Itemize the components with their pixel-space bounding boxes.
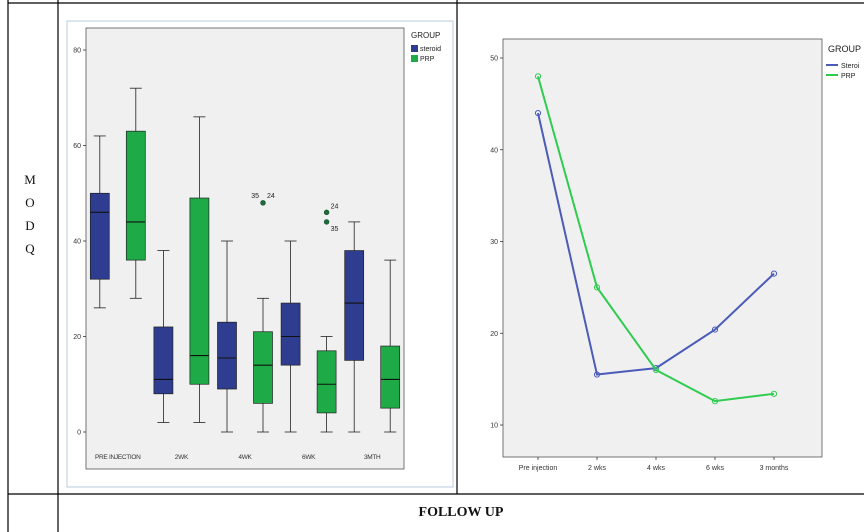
x-tick-label: 6 wks xyxy=(706,465,724,472)
y-tick-label: 80 xyxy=(73,48,81,55)
box-3mth-prp xyxy=(380,259,401,433)
series-point-steroi xyxy=(770,270,778,277)
x-tick-label: 4WK xyxy=(238,454,252,461)
box-iqr xyxy=(125,130,146,261)
box-6wk-prp xyxy=(316,336,337,433)
box-iqr xyxy=(217,321,237,390)
box-legend-label-steroid: steroid xyxy=(420,46,441,53)
box-plot-legend: GROUP steroid PRP xyxy=(411,31,441,63)
box-iqr xyxy=(189,197,210,385)
y-tick-label: 60 xyxy=(73,143,81,150)
row-label-letter: Q xyxy=(25,241,35,256)
x-tick-label: 2WK xyxy=(175,454,189,461)
box-2wk-prp xyxy=(189,116,210,423)
box-legend-title: GROUP xyxy=(411,31,440,40)
series-point-steroi xyxy=(593,371,601,378)
follow-up-label: FOLLOW UP xyxy=(418,505,504,520)
box-legend-swatch-prp xyxy=(411,55,418,62)
line-chart-legend: GROUP Steroi PRP xyxy=(826,44,861,80)
box-iqr xyxy=(153,326,174,395)
row-label-letter: M xyxy=(24,172,36,187)
series-point-prp xyxy=(770,390,778,397)
x-tick-label: 3MTH xyxy=(364,454,381,461)
box-4wk-steroid xyxy=(217,240,237,433)
x-tick-label: 4 wks xyxy=(647,465,665,472)
box-4wk-prp xyxy=(253,297,273,433)
series-line-prp xyxy=(537,76,775,403)
outlier-label: 35 xyxy=(331,226,339,233)
y-tick-label: 40 xyxy=(490,147,498,154)
line-legend-label-prp: PRP xyxy=(841,73,856,80)
series-point-prp xyxy=(593,284,601,291)
series-point-steroi xyxy=(711,326,719,333)
box-6wk-steroid xyxy=(280,240,301,433)
box-iqr xyxy=(316,350,337,414)
series-line-steroi xyxy=(537,112,775,376)
line-plot-area xyxy=(502,38,823,458)
line-chart: 10 20 30 40 50 Pre injection 2 wks 4 wks 6 wks 3 … xyxy=(490,38,861,472)
row-label-modq: M O D Q xyxy=(14,168,46,260)
y-tick-label: 20 xyxy=(73,334,81,341)
y-tick-label: 30 xyxy=(490,239,498,246)
line-legend-label-steroid: Steroi xyxy=(841,63,860,70)
box-2wk-steroid xyxy=(153,250,174,423)
x-tick-label: PRE INJECTION xyxy=(95,454,141,461)
series-point-prp xyxy=(534,73,542,80)
series-point-steroi xyxy=(534,109,542,117)
box-iqr xyxy=(280,302,301,366)
box-iqr xyxy=(344,250,365,361)
box-3mth-steroid xyxy=(344,221,365,433)
y-tick-label: 20 xyxy=(490,331,498,338)
series-point-prp xyxy=(652,366,660,374)
box-legend-swatch-steroid xyxy=(411,45,418,52)
x-tick-label: 2 wks xyxy=(588,465,606,472)
row-label-letter: D xyxy=(25,218,35,233)
line-legend-title: GROUP xyxy=(828,44,861,54)
outlier-label: 24 xyxy=(267,193,275,200)
y-tick-label: 50 xyxy=(490,56,498,63)
outlier-point xyxy=(323,209,330,216)
row-label-letter: O xyxy=(25,195,35,210)
box-legend-label-prp: PRP xyxy=(420,56,435,63)
outlier-point xyxy=(323,219,330,225)
box-iqr xyxy=(253,331,273,404)
y-tick-label: 10 xyxy=(490,423,498,430)
x-tick-label: Pre injection xyxy=(519,465,558,472)
y-tick-label: 40 xyxy=(73,239,81,246)
x-tick-label: 6WK xyxy=(302,454,316,461)
box-plot-chart: 0 20 40 60 80 PRE INJECTION 2WK 4WK 6WK 3MTH 35 24… xyxy=(66,20,454,488)
series-point-prp xyxy=(711,398,719,405)
box-pre-injection-prp xyxy=(125,87,146,299)
outlier-point xyxy=(260,200,266,206)
x-tick-label: 3 months xyxy=(760,465,789,472)
y-tick-label: 0 xyxy=(77,430,81,437)
outlier-label: 35 xyxy=(251,193,259,200)
box-iqr xyxy=(89,192,110,280)
box-iqr xyxy=(380,345,401,409)
outlier-label: 24 xyxy=(331,203,339,210)
box-pre-injection-steroid xyxy=(89,135,110,309)
